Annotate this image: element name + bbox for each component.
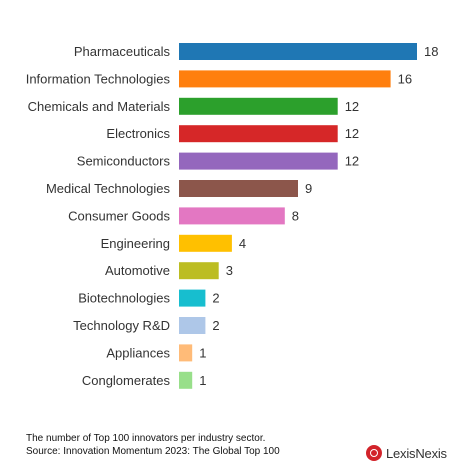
- value-label-1: 16: [398, 71, 412, 86]
- bar-8: [179, 262, 219, 280]
- value-label-9: 2: [212, 291, 219, 306]
- lexisnexis-logo-icon: [366, 445, 382, 461]
- lexisnexis-logo-text: LexisNexis: [386, 445, 447, 461]
- value-label-8: 3: [226, 263, 233, 278]
- bar-9: [179, 289, 206, 307]
- category-label-2: Chemicals and Materials: [28, 99, 171, 114]
- bar-1: [179, 70, 391, 88]
- category-label-11: Appliances: [106, 345, 170, 360]
- bar-11: [179, 344, 193, 362]
- category-label-12: Conglomerates: [82, 373, 171, 388]
- chart-source: Source: Innovation Momentum 2023: The Gl…: [26, 446, 280, 457]
- bar-4: [179, 152, 338, 170]
- category-label-7: Engineering: [101, 236, 170, 251]
- category-label-9: Biotechnologies: [78, 291, 170, 306]
- category-label-3: Electronics: [106, 126, 170, 141]
- bar-6: [179, 207, 285, 225]
- category-label-1: Information Technologies: [26, 71, 171, 86]
- value-label-0: 18: [424, 44, 438, 59]
- value-label-2: 12: [345, 99, 359, 114]
- bar-0: [179, 43, 417, 60]
- category-label-4: Semiconductors: [77, 154, 171, 169]
- category-label-10: Technology R&D: [73, 318, 170, 333]
- bar-7: [179, 234, 232, 252]
- bar-10: [179, 317, 206, 334]
- lexisnexis-logo: LexisNexis: [366, 443, 447, 463]
- category-label-0: Pharmaceuticals: [74, 44, 171, 59]
- bar-5: [179, 180, 298, 197]
- value-label-4: 12: [345, 154, 359, 169]
- value-label-7: 4: [239, 236, 246, 251]
- bar-3: [179, 125, 338, 143]
- chart-footer: The number of Top 100 innovators per ind…: [26, 432, 280, 458]
- value-label-12: 1: [199, 373, 206, 388]
- value-label-10: 2: [212, 318, 219, 333]
- bar-12: [179, 371, 193, 389]
- value-label-6: 8: [292, 208, 299, 223]
- value-label-11: 1: [199, 345, 206, 360]
- value-label-5: 9: [305, 181, 312, 196]
- chart-caption: The number of Top 100 innovators per ind…: [26, 433, 266, 444]
- bar-2: [179, 97, 338, 115]
- category-label-8: Automotive: [105, 263, 170, 278]
- category-label-6: Consumer Goods: [68, 208, 170, 223]
- value-label-3: 12: [345, 126, 359, 141]
- category-label-5: Medical Technologies: [46, 181, 171, 196]
